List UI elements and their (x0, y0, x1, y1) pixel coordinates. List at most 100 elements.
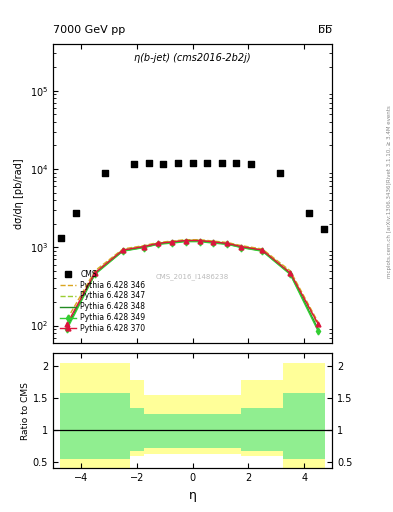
Pythia 6.428 349 (197, 239, 202, 245)
Pythia 6.428 349 (169, 240, 174, 246)
CMS (73, 209, 79, 218)
Pythia 6.428 349 (288, 271, 292, 278)
Legend: CMS, Pythia 6.428 346, Pythia 6.428 347, Pythia 6.428 348, Pythia 6.428 349, Pyt: CMS, Pythia 6.428 346, Pythia 6.428 347,… (60, 270, 145, 333)
CMS (146, 159, 152, 167)
Pythia 6.428 347 (183, 237, 188, 243)
Pythia 6.428 370 (260, 247, 265, 253)
Pythia 6.428 370 (316, 321, 321, 327)
Pythia 6.428 349 (155, 241, 160, 247)
CMS (277, 168, 283, 177)
X-axis label: η: η (189, 489, 196, 502)
CMS (248, 160, 254, 168)
CMS (58, 234, 64, 243)
Pythia 6.428 349 (316, 328, 321, 334)
CMS (233, 159, 239, 167)
Line: Pythia 6.428 349: Pythia 6.428 349 (64, 239, 321, 333)
Pythia 6.428 348 (211, 240, 216, 246)
Pythia 6.428 347 (155, 240, 160, 246)
Pythia 6.428 370 (225, 240, 230, 246)
Y-axis label: Ratio to CMS: Ratio to CMS (21, 382, 30, 440)
Pythia 6.428 370 (64, 321, 70, 327)
Pythia 6.428 348 (93, 271, 97, 277)
Pythia 6.428 347 (260, 247, 265, 253)
Pythia 6.428 346 (169, 238, 174, 244)
CMS (219, 159, 225, 167)
Pythia 6.428 370 (169, 239, 174, 245)
Text: mcplots.cern.ch [arXiv:1306.3436]: mcplots.cern.ch [arXiv:1306.3436] (387, 183, 392, 278)
Pythia 6.428 346 (288, 268, 292, 274)
Pythia 6.428 349 (183, 239, 188, 245)
CMS (204, 159, 210, 167)
Pythia 6.428 348 (316, 326, 321, 332)
Pythia 6.428 349 (93, 271, 97, 278)
Pythia 6.428 347 (120, 247, 125, 253)
Pythia 6.428 346 (197, 237, 202, 243)
Pythia 6.428 349 (141, 245, 146, 251)
Pythia 6.428 348 (288, 271, 292, 277)
CMS (131, 160, 138, 168)
Pythia 6.428 346 (316, 319, 321, 326)
Pythia 6.428 370 (239, 244, 244, 250)
Text: b̅b̅: b̅b̅ (318, 25, 332, 34)
Pythia 6.428 346 (93, 268, 97, 274)
Pythia 6.428 346 (64, 316, 70, 323)
CMS (175, 159, 181, 167)
Pythia 6.428 346 (211, 238, 216, 244)
Pythia 6.428 370 (93, 270, 97, 276)
Pythia 6.428 349 (120, 248, 125, 254)
CMS (321, 225, 327, 233)
Line: Pythia 6.428 370: Pythia 6.428 370 (64, 238, 321, 326)
Line: Pythia 6.428 346: Pythia 6.428 346 (67, 240, 318, 323)
Text: CMS_2016_I1486238: CMS_2016_I1486238 (156, 274, 229, 281)
Pythia 6.428 349 (239, 245, 244, 251)
Line: Pythia 6.428 348: Pythia 6.428 348 (67, 241, 318, 329)
Pythia 6.428 348 (183, 238, 188, 244)
Pythia 6.428 346 (260, 246, 265, 252)
Pythia 6.428 347 (288, 269, 292, 275)
Pythia 6.428 347 (211, 239, 216, 245)
Line: Pythia 6.428 347: Pythia 6.428 347 (67, 240, 318, 326)
CMS (189, 159, 196, 167)
Pythia 6.428 348 (141, 244, 146, 250)
Pythia 6.428 346 (141, 243, 146, 249)
Pythia 6.428 347 (225, 240, 230, 246)
Text: Rivet 3.1.10, ≥ 3.4M events: Rivet 3.1.10, ≥ 3.4M events (387, 105, 392, 182)
Pythia 6.428 370 (120, 247, 125, 253)
Pythia 6.428 370 (288, 270, 292, 276)
Pythia 6.428 346 (120, 246, 125, 252)
Pythia 6.428 346 (183, 237, 188, 243)
Pythia 6.428 348 (239, 244, 244, 250)
Pythia 6.428 347 (141, 243, 146, 249)
Pythia 6.428 347 (197, 237, 202, 243)
CMS (160, 160, 166, 168)
Pythia 6.428 347 (64, 323, 70, 329)
Pythia 6.428 349 (225, 241, 230, 247)
Pythia 6.428 349 (64, 326, 70, 332)
Pythia 6.428 346 (225, 240, 230, 246)
Pythia 6.428 348 (197, 238, 202, 244)
Pythia 6.428 348 (64, 324, 70, 330)
CMS (102, 168, 108, 177)
Pythia 6.428 347 (239, 243, 244, 249)
Pythia 6.428 370 (155, 240, 160, 246)
Pythia 6.428 348 (169, 240, 174, 246)
Text: η(b-jet) (cms2016-2b2j): η(b-jet) (cms2016-2b2j) (134, 53, 251, 62)
Pythia 6.428 347 (169, 239, 174, 245)
Pythia 6.428 348 (155, 241, 160, 247)
Pythia 6.428 346 (155, 240, 160, 246)
Pythia 6.428 370 (183, 238, 188, 244)
Pythia 6.428 347 (316, 323, 321, 329)
Pythia 6.428 370 (197, 238, 202, 244)
Y-axis label: dσ/dη [pb/rad]: dσ/dη [pb/rad] (14, 158, 24, 228)
Pythia 6.428 347 (93, 269, 97, 275)
Pythia 6.428 370 (141, 244, 146, 250)
Pythia 6.428 349 (211, 240, 216, 246)
Pythia 6.428 349 (260, 248, 265, 254)
Pythia 6.428 346 (239, 243, 244, 249)
Pythia 6.428 370 (211, 239, 216, 245)
Text: 7000 GeV pp: 7000 GeV pp (53, 25, 125, 34)
Pythia 6.428 348 (260, 248, 265, 254)
CMS (306, 209, 312, 218)
Pythia 6.428 348 (225, 241, 230, 247)
Pythia 6.428 348 (120, 248, 125, 254)
